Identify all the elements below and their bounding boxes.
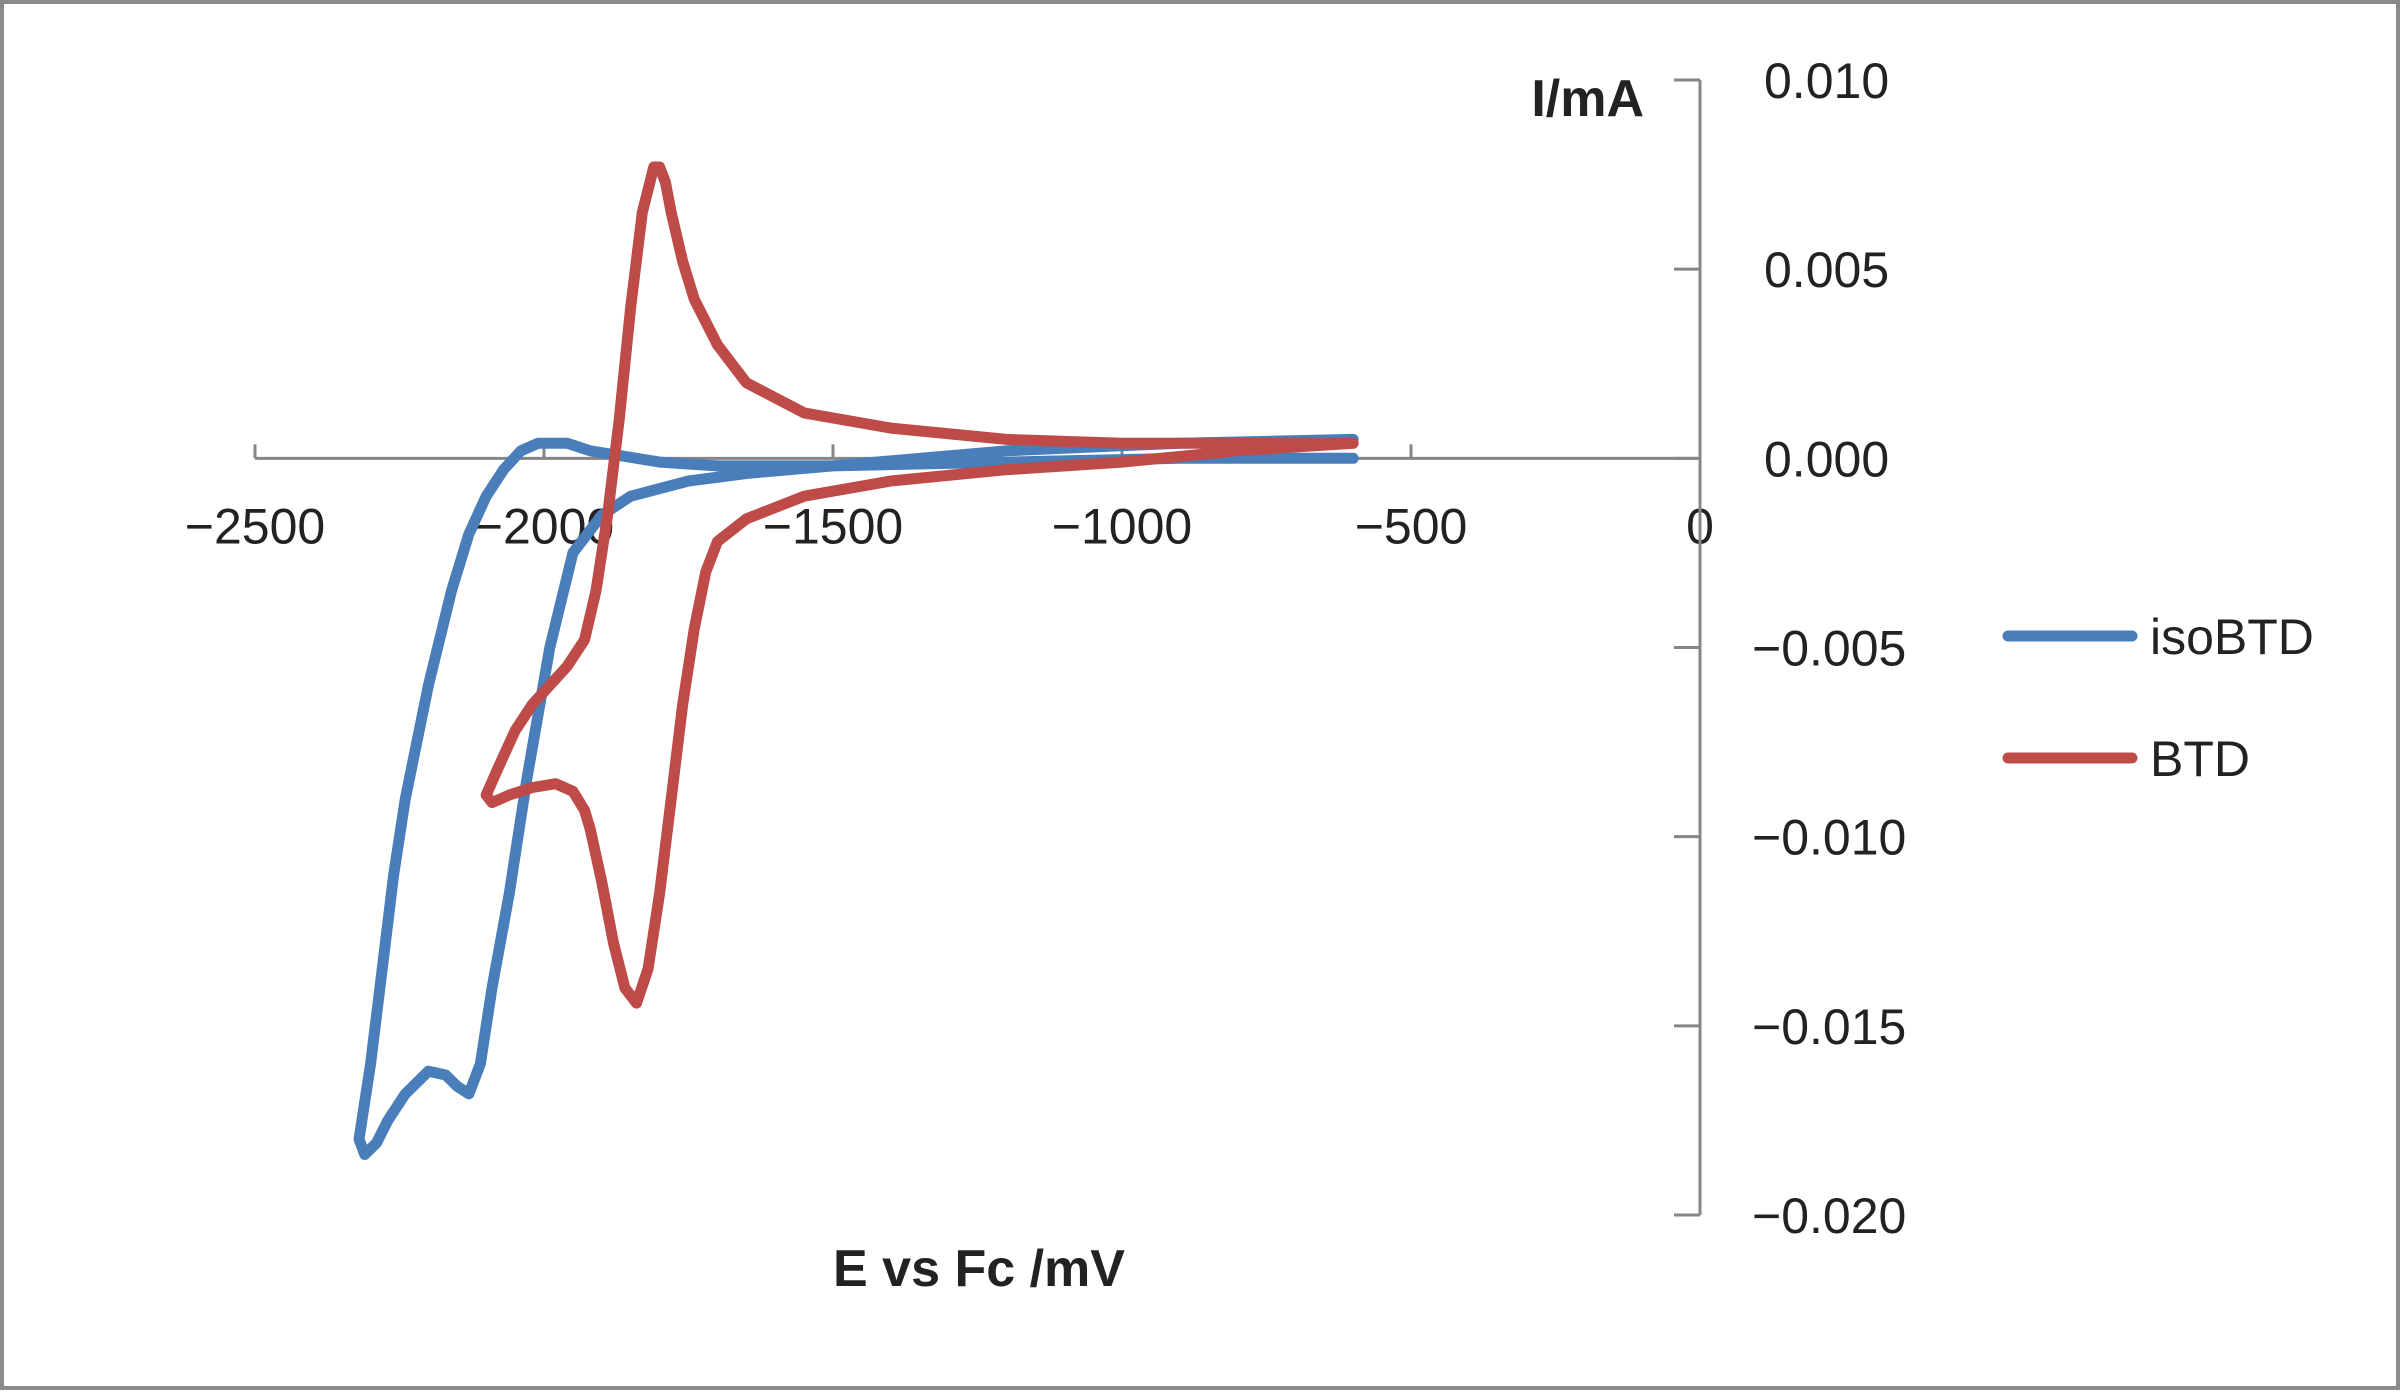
x-axis-title: E vs Fc /mV — [833, 1240, 1125, 1298]
legend-item-isobtd: isoBTD — [2002, 609, 2314, 665]
series-layer — [353, 161, 1359, 1160]
y-tick-label: 0.000 — [1764, 431, 1889, 487]
y-tick-label: −0.005 — [1752, 621, 1906, 677]
y-axis: 0.010 0.005 0.000 −0.005 −0.010 −0.015 −0.020 — [1674, 53, 1906, 1244]
legend-label: isoBTD — [2150, 609, 2314, 665]
x-tick-label: −1000 — [1052, 498, 1192, 554]
x-tick-label: −2500 — [185, 498, 325, 554]
y-tick-label: −0.020 — [1752, 1188, 1906, 1244]
y-tick-label: −0.010 — [1752, 810, 1906, 866]
x-tick-label: −500 — [1355, 498, 1468, 554]
series-line-btd — [480, 161, 1359, 1009]
cyclic-voltammogram-chart: −2500 −2000 −1500 −1000 −500 0 0.0100.0050.00… — [185, 53, 2314, 1298]
y-tick-label: 0.010 — [1764, 53, 1889, 109]
legend-label: BTD — [2150, 731, 2250, 787]
series-line-isobtd — [353, 433, 1359, 1160]
legend-item-btd: BTD — [2002, 731, 2250, 787]
y-tick-label: 0.005 — [1764, 242, 1889, 298]
y-axis-title: I/mA — [1531, 70, 1644, 128]
legend: isoBTD BTD — [2002, 609, 2314, 787]
y-tick-label: −0.015 — [1752, 999, 1906, 1055]
